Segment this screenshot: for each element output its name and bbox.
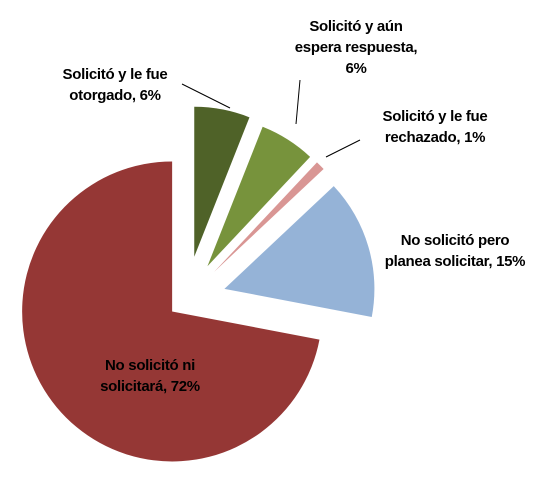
pie-slice — [224, 186, 375, 317]
pie-slice — [194, 106, 250, 257]
data-label: No solicitó pero planea solicitar, 15% — [384, 232, 526, 270]
data-label: Solicitó y le fue otorgado, 6% — [62, 66, 168, 104]
pie-slice — [22, 161, 320, 462]
leader-line — [295, 79, 301, 125]
data-label: No solicitó ni solicitará, 72% — [100, 357, 200, 395]
leader-line — [181, 83, 231, 109]
pie-slice — [207, 126, 311, 267]
data-label: Solicitó y aún espera respuesta, 6% — [294, 18, 418, 77]
leader-line — [325, 139, 361, 158]
pie-slice — [214, 162, 324, 272]
data-label: Solicitó y le fue rechazado, 1% — [382, 108, 488, 146]
